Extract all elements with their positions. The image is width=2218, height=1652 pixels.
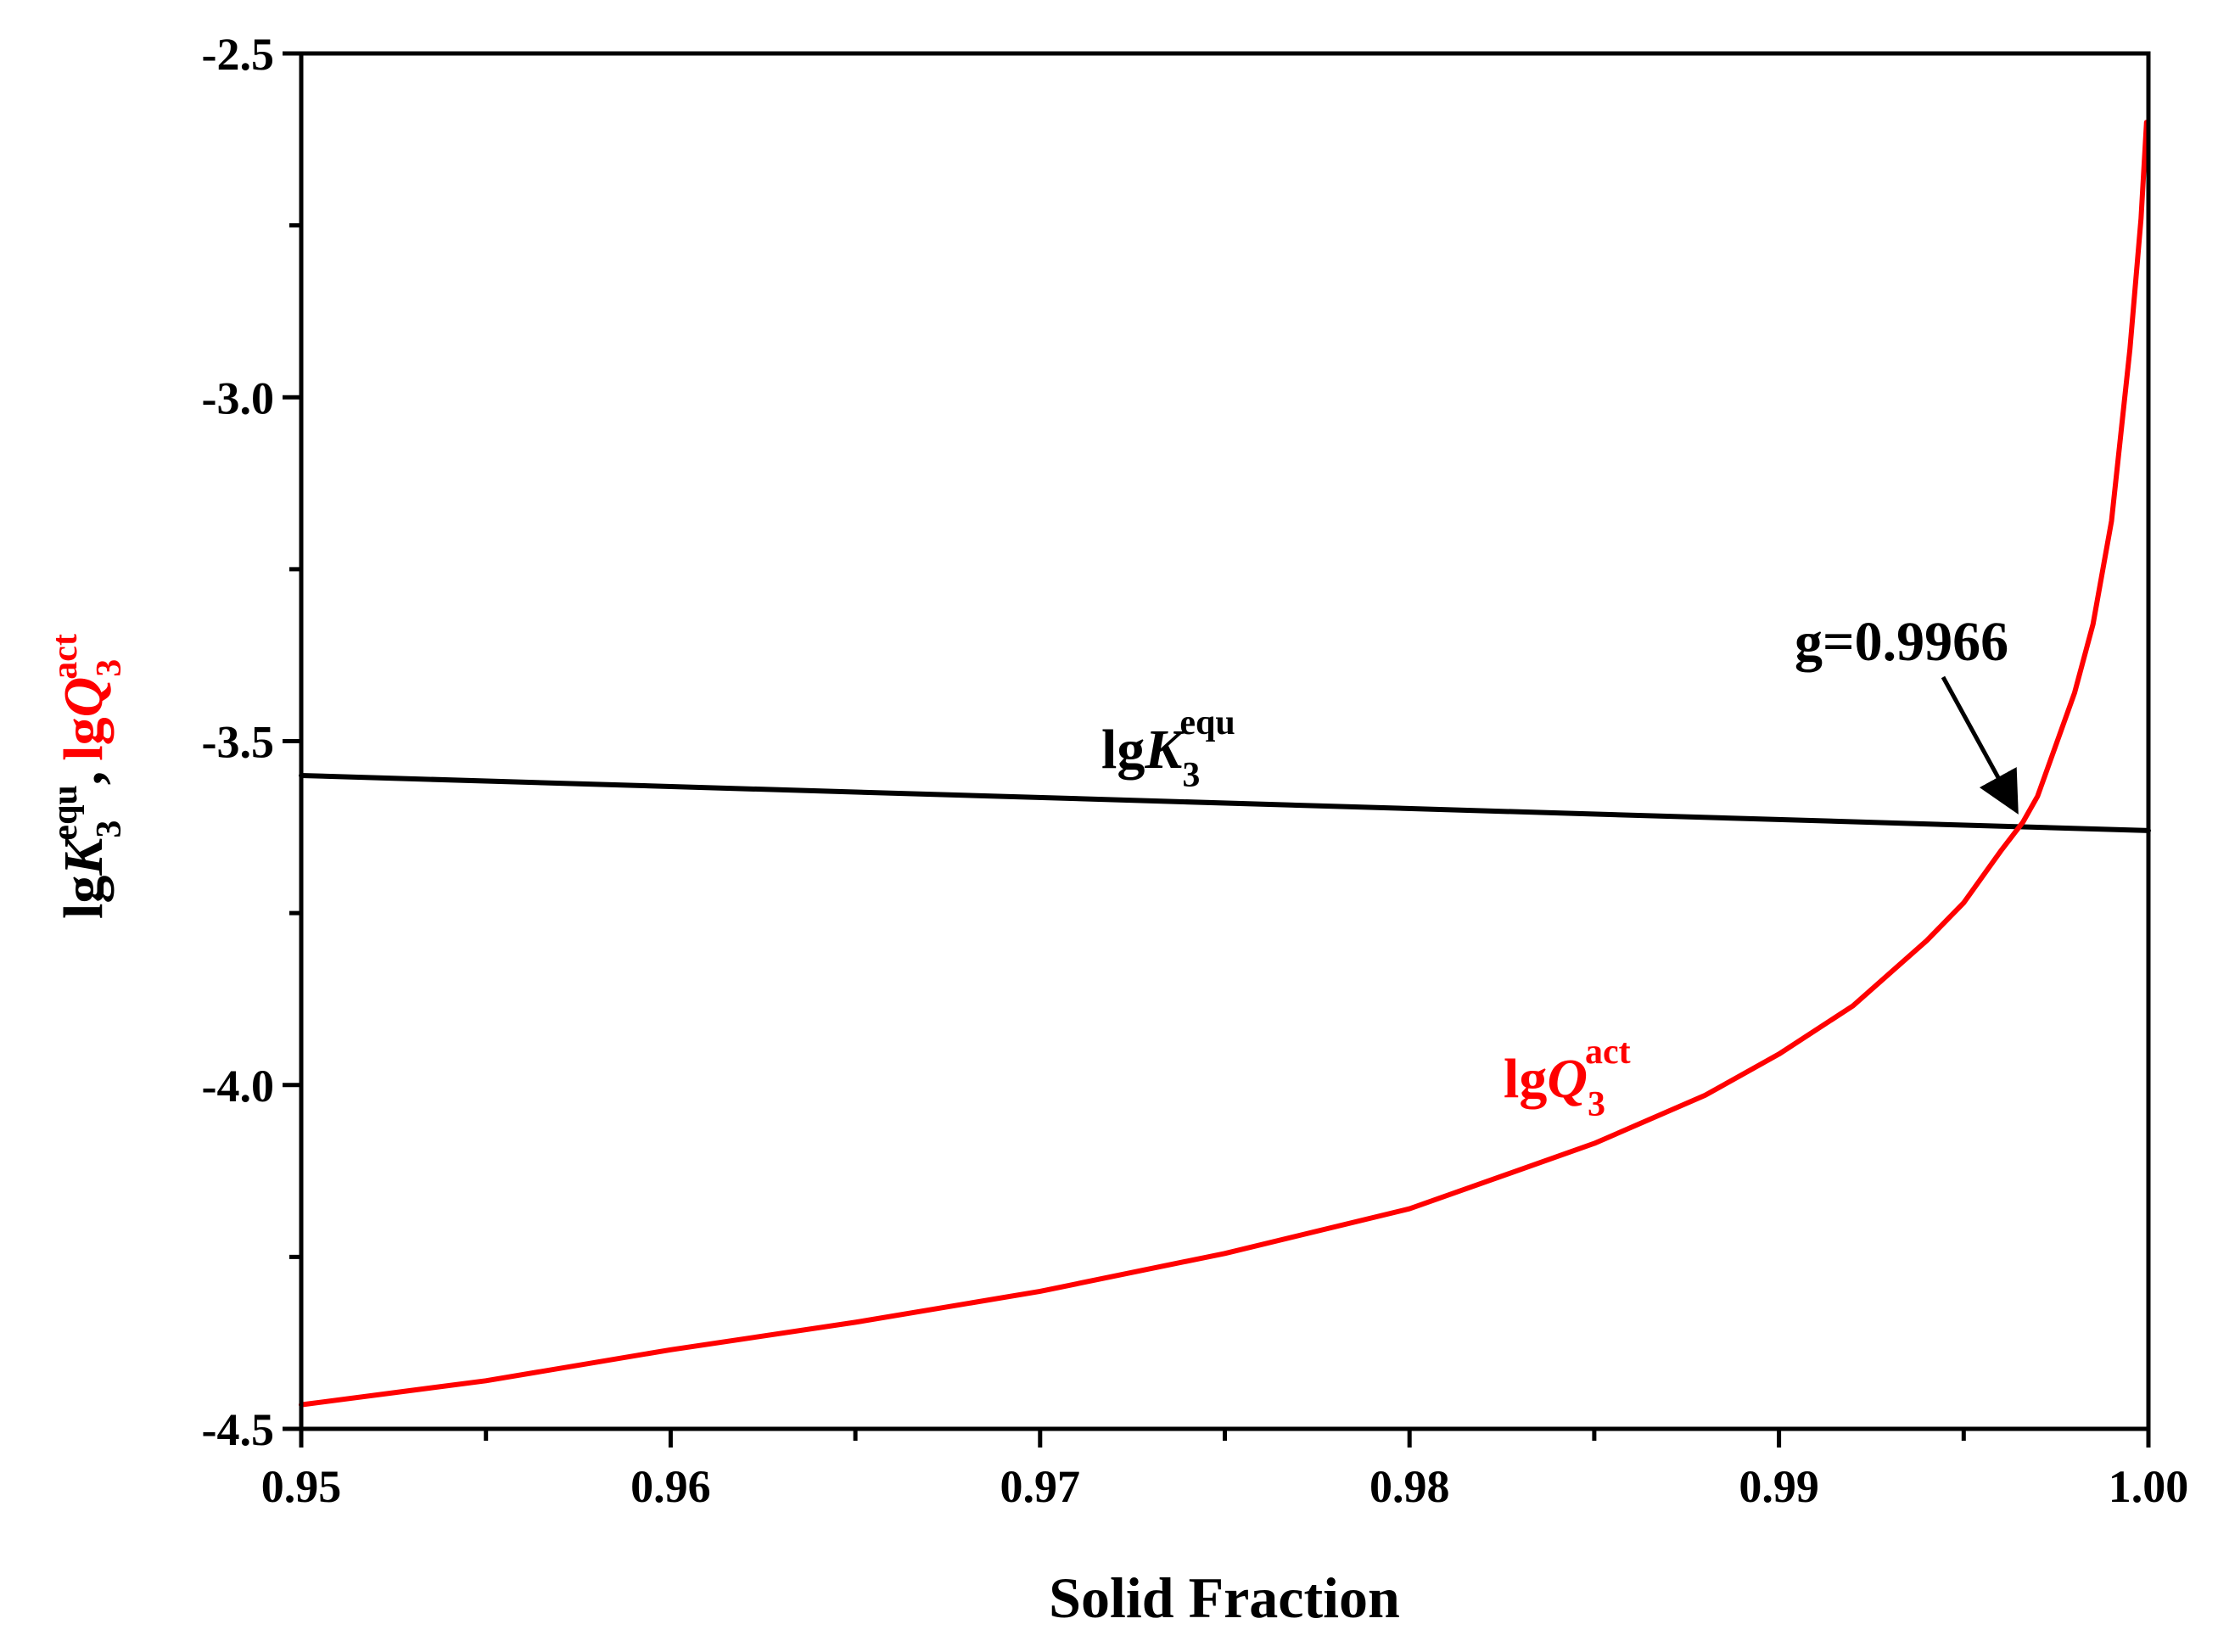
- y-tick-label: -2.5: [202, 29, 274, 80]
- intersection-label: g=0.9966: [1795, 611, 2008, 673]
- y-tick-label: -3.0: [202, 372, 274, 423]
- x-tick-label: 0.99: [1739, 1461, 1819, 1512]
- y-tick-label: -3.5: [202, 717, 274, 768]
- x-axis-title: Solid Fraction: [1049, 1565, 1400, 1630]
- x-axis-ticks: 0.95 0.96 0.97 0.98 0.99 1.00: [261, 1429, 2189, 1512]
- y-title-q-sub: 3: [90, 659, 129, 677]
- y-tick-label: -4.5: [202, 1404, 274, 1455]
- y-title-separator: ,: [53, 771, 115, 786]
- series-layer: [299, 120, 2151, 1408]
- q-series-label: lgQ3 act: [1504, 1033, 1631, 1124]
- series-line-lgK3equ: [299, 773, 2151, 833]
- k-label-var: K: [1144, 719, 1185, 781]
- y-title-q-prefix: lg: [53, 717, 115, 760]
- y-title-k-sup: equ: [46, 785, 85, 840]
- x-tick-label: 0.98: [1369, 1461, 1450, 1512]
- y-title-k-var: K: [53, 835, 115, 876]
- x-tick-label: 0.97: [1000, 1461, 1081, 1512]
- y-title-q-var: Q: [53, 677, 115, 718]
- y-tick-label: -4.0: [202, 1061, 274, 1112]
- x-tick-label: 0.95: [261, 1461, 342, 1512]
- intersection-arrow: [1941, 675, 2019, 815]
- plot-frame: [299, 51, 2151, 1431]
- y-axis-ticks: -4.5 -4.0 -3.5 -3.0 -2.5: [202, 29, 301, 1455]
- y-title-k-prefix: lg: [53, 876, 115, 919]
- k-label-sup: equ: [1179, 703, 1235, 742]
- k-label-sub: 3: [1182, 756, 1200, 795]
- k-series-label: lgK3 equ: [1101, 703, 1235, 795]
- x-tick-label: 0.96: [630, 1461, 711, 1512]
- x-tick-label: 1.00: [2109, 1461, 2189, 1512]
- series-line-lgQ3act: [299, 120, 2149, 1408]
- k-label-prefix: lg: [1101, 719, 1145, 781]
- y-title-k-sub: 3: [90, 820, 129, 838]
- q-label-sup: act: [1585, 1033, 1631, 1072]
- y-title-q-sup: act: [46, 634, 85, 680]
- q-label-sub: 3: [1588, 1085, 1605, 1124]
- y-axis-title: lgK3equ,lgQ3act: [46, 634, 129, 919]
- q-label-var: Q: [1547, 1048, 1588, 1110]
- q-label-prefix: lg: [1504, 1048, 1547, 1110]
